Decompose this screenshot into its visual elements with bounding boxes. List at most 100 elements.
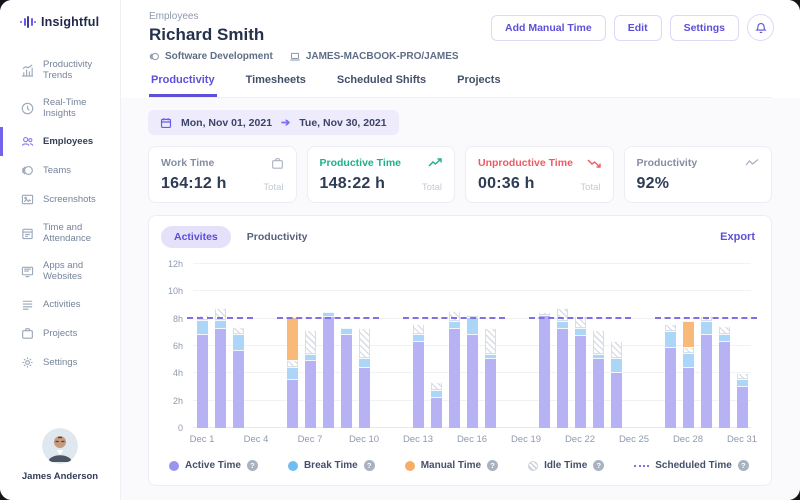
settings-button[interactable]: Settings bbox=[670, 15, 739, 41]
device-meta: JAMES-MACBOOK-PRO/JAMES bbox=[289, 51, 459, 62]
chart-bar-day-14[interactable] bbox=[431, 382, 442, 428]
bar-segment-active bbox=[323, 316, 334, 428]
chart-bar-day-13[interactable] bbox=[413, 324, 424, 428]
bar-segment-manual bbox=[287, 317, 298, 359]
bar-segment-active bbox=[287, 379, 298, 428]
toggle-activities[interactable]: Activites bbox=[161, 226, 231, 248]
bar-segment-idle bbox=[665, 324, 676, 331]
stat-value: 148:22 h bbox=[320, 175, 386, 193]
stat-note: Total bbox=[263, 182, 283, 193]
chart-bar-day-27[interactable] bbox=[665, 324, 676, 428]
sidebar-item-teams[interactable]: Teams bbox=[0, 156, 120, 185]
edit-button[interactable]: Edit bbox=[614, 15, 662, 41]
bar-segment-break bbox=[719, 334, 730, 341]
x-axis-labels: Dec 1Dec 4Dec 7Dec 10Dec 13Dec 16Dec 19D… bbox=[193, 434, 751, 450]
tab-bar: Productivity Timesheets Scheduled Shifts… bbox=[149, 74, 772, 98]
chart-bar-day-22[interactable] bbox=[575, 316, 586, 428]
chart-bar-day-10[interactable] bbox=[359, 328, 370, 428]
idle-time-swatch-icon bbox=[528, 461, 538, 471]
settings-icon bbox=[21, 356, 34, 369]
tab-timesheets[interactable]: Timesheets bbox=[244, 74, 308, 97]
bar-segment-break bbox=[683, 353, 694, 367]
chart-bar-day-7[interactable] bbox=[305, 330, 316, 428]
bar-segment-manual bbox=[683, 321, 694, 347]
x-tick-label: Dec 10 bbox=[349, 434, 379, 445]
sidebar-item-activities[interactable]: Activities bbox=[0, 290, 120, 319]
sidebar-item-employees[interactable]: Employees bbox=[0, 127, 120, 156]
help-icon[interactable]: ? bbox=[738, 460, 749, 471]
legend-label: Idle Time bbox=[544, 460, 587, 471]
sidebar-item-real-time-insights[interactable]: Real-Time Insights bbox=[0, 89, 120, 127]
date-range-picker[interactable]: Mon, Nov 01, 2021 ➔ Tue, Nov 30, 2021 bbox=[148, 110, 399, 135]
sidebar-item-screenshots[interactable]: Screenshots bbox=[0, 185, 120, 214]
chart-toggle-group: Activites Productivity bbox=[161, 226, 307, 248]
activities-icon bbox=[21, 298, 34, 311]
chart-bar-day-6[interactable] bbox=[287, 317, 298, 428]
chart-bar-day-24[interactable] bbox=[611, 341, 622, 428]
stat-card-productive-time: Productive Time 148:22 h Total bbox=[307, 146, 456, 203]
tab-scheduled-shifts[interactable]: Scheduled Shifts bbox=[335, 74, 428, 97]
chart-bar-day-2[interactable] bbox=[215, 308, 226, 428]
bar-segment-break bbox=[413, 334, 424, 341]
chart-panel: Activites Productivity Export 02h4h6h8h1… bbox=[148, 215, 772, 486]
tab-productivity[interactable]: Productivity bbox=[149, 74, 217, 97]
bar-segment-idle bbox=[557, 308, 568, 322]
chart-bar-day-17[interactable] bbox=[485, 328, 496, 428]
add-manual-time-button[interactable]: Add Manual Time bbox=[491, 15, 606, 41]
scheduled-time-line bbox=[187, 317, 254, 319]
chart-bar-day-23[interactable] bbox=[593, 330, 604, 428]
app-window: Insightful Productivity Trends Real-Time… bbox=[0, 0, 800, 500]
toggle-productivity[interactable]: Productivity bbox=[247, 231, 308, 243]
sidebar-user-profile[interactable]: James Anderson bbox=[0, 428, 120, 500]
bar-segment-break bbox=[287, 367, 298, 379]
legend-label: Active Time bbox=[185, 460, 241, 471]
help-icon[interactable]: ? bbox=[593, 460, 604, 471]
bar-segment-active bbox=[197, 334, 208, 428]
sidebar-item-productivity-trends[interactable]: Productivity Trends bbox=[0, 51, 120, 89]
chart-bar-day-8[interactable] bbox=[323, 312, 334, 428]
chart-bar-day-15[interactable] bbox=[449, 310, 460, 428]
chart-bar-day-3[interactable] bbox=[233, 327, 244, 428]
tab-projects[interactable]: Projects bbox=[455, 74, 502, 97]
chart-bar-day-31[interactable] bbox=[737, 373, 748, 428]
stat-label: Work Time bbox=[161, 157, 214, 169]
bar-segment-active bbox=[467, 334, 478, 428]
stat-label: Productivity bbox=[637, 157, 698, 169]
chart-bar-day-30[interactable] bbox=[719, 326, 730, 429]
activity-chart: 02h4h6h8h10h12h bbox=[161, 264, 755, 428]
x-tick-label: Dec 13 bbox=[403, 434, 433, 445]
help-icon[interactable]: ? bbox=[364, 460, 375, 471]
chart-bar-day-1[interactable] bbox=[197, 315, 208, 428]
bar-segment-idle bbox=[593, 330, 604, 355]
sidebar-item-label: Settings bbox=[43, 357, 77, 368]
export-button[interactable]: Export bbox=[720, 231, 755, 243]
team-name: Software Development bbox=[165, 51, 273, 62]
chart-bar-day-28[interactable] bbox=[683, 321, 694, 428]
bar-segment-active bbox=[701, 334, 712, 428]
chart-bar-day-21[interactable] bbox=[557, 308, 568, 428]
chart-bar-day-20[interactable] bbox=[539, 312, 550, 428]
scheduled-time-line bbox=[529, 317, 632, 319]
legend-idle-time: Idle Time ? bbox=[528, 460, 604, 471]
sidebar-item-apps-and-websites[interactable]: Apps and Websites bbox=[0, 252, 120, 290]
chart-bar-day-29[interactable] bbox=[701, 316, 712, 428]
notifications-button[interactable] bbox=[747, 14, 774, 41]
x-tick-label: Dec 19 bbox=[511, 434, 541, 445]
employees-icon bbox=[21, 135, 34, 148]
sidebar-item-time-and-attendance[interactable]: Time and Attendance bbox=[0, 214, 120, 252]
y-tick-label: 6h bbox=[173, 341, 183, 351]
bar-segment-active bbox=[719, 341, 730, 428]
chart-bar-day-16[interactable] bbox=[467, 315, 478, 428]
sidebar-item-label: Time and Attendance bbox=[43, 222, 114, 244]
help-icon[interactable]: ? bbox=[487, 460, 498, 471]
legend-scheduled-time: Scheduled Time ? bbox=[634, 460, 749, 471]
sidebar-item-projects[interactable]: Projects bbox=[0, 319, 120, 348]
sidebar-item-settings[interactable]: Settings bbox=[0, 348, 120, 377]
bar-segment-break bbox=[233, 334, 244, 350]
bar-segment-break bbox=[701, 321, 712, 333]
chart-bar-day-9[interactable] bbox=[341, 328, 352, 428]
sidebar-item-label: Productivity Trends bbox=[43, 59, 114, 81]
sidebar-item-label: Real-Time Insights bbox=[43, 97, 114, 119]
stat-value: 92% bbox=[637, 175, 670, 193]
help-icon[interactable]: ? bbox=[247, 460, 258, 471]
